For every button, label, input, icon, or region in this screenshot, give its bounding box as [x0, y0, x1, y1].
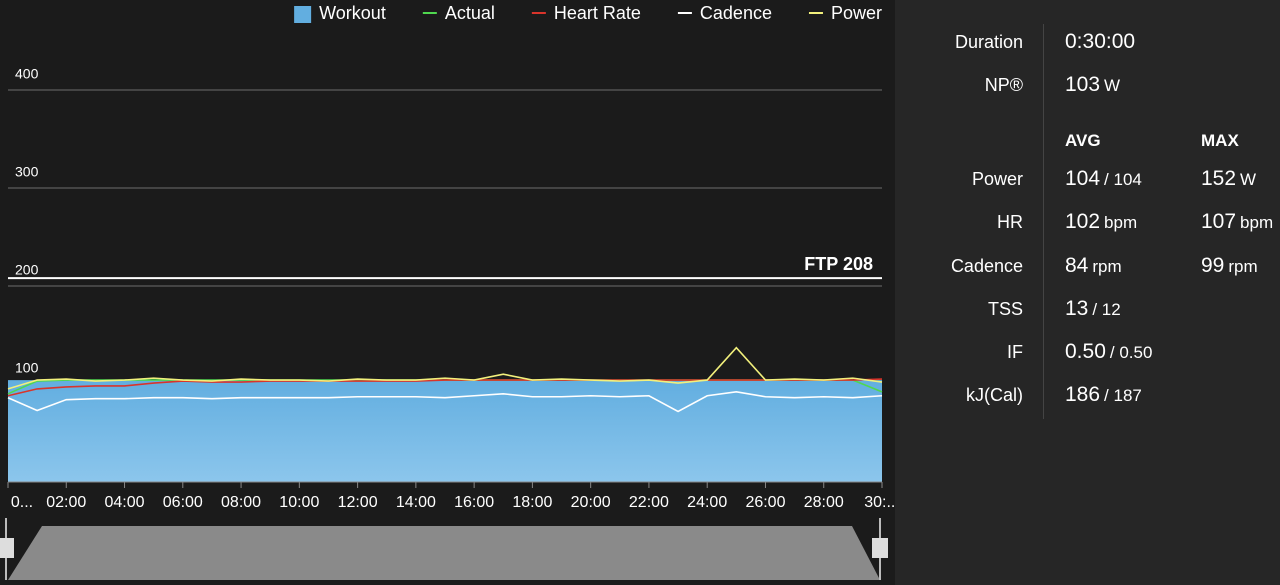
unit: rpm [1092, 257, 1122, 276]
x-tick-label: 30:... [864, 494, 895, 511]
value: 152 [1201, 167, 1237, 190]
ftp-label: FTP 208 [804, 254, 873, 274]
x-tick-label: 24:00 [687, 494, 727, 511]
legend-label: Power [831, 3, 882, 23]
stat-value: 102 bpm [1065, 210, 1137, 234]
plot: FTP 208 [7, 89, 883, 488]
stat-value: 152 W [1201, 167, 1256, 191]
value: 13 [1065, 297, 1089, 320]
stat-label: Duration [954, 32, 1023, 52]
series-line [7, 391, 883, 413]
stat-label: TSS [987, 299, 1023, 319]
stat-label: IF [1007, 342, 1023, 362]
stat-label: HR [997, 212, 1023, 232]
unit: / 0.50 [1109, 343, 1153, 362]
x-tick-label: 02:00 [46, 494, 86, 511]
value: 107 [1201, 210, 1237, 233]
y-tick-label: 300 [15, 164, 39, 180]
scrub-handle[interactable] [872, 538, 888, 558]
x-tick-label: 16:00 [454, 494, 494, 511]
value: 102 [1065, 210, 1101, 233]
stat-label: NP® [984, 75, 1023, 95]
series-line [7, 378, 883, 397]
unit: / 104 [1104, 170, 1142, 189]
divider [1043, 24, 1044, 419]
legend-swatch [294, 6, 312, 23]
value: 99 [1201, 254, 1225, 277]
stat-value: 186/ 187 [1065, 383, 1142, 407]
y-tick-label: 100 [15, 360, 39, 376]
value: 84 [1065, 254, 1089, 277]
y-tick-label: 400 [15, 66, 39, 82]
series-line [7, 346, 883, 390]
stat-value: 104/ 104 [1065, 167, 1142, 191]
legend-label: Workout [319, 3, 386, 23]
y-tick-label: 200 [15, 262, 39, 278]
value: 0:30:00 [1065, 30, 1136, 53]
stat-label: kJ(Cal) [966, 385, 1023, 405]
stat-label: Power [971, 169, 1023, 189]
legend-label: Heart Rate [554, 3, 641, 23]
column-header: AVG [1065, 131, 1101, 150]
x-tick-label: 14:00 [396, 494, 436, 511]
unit: / 187 [1104, 386, 1142, 405]
x-tick-label: 10:00 [279, 494, 319, 511]
unit: bpm [1104, 213, 1138, 232]
legend-label: Actual [445, 3, 495, 23]
value: 103 [1065, 73, 1101, 96]
unit: rpm [1228, 257, 1258, 276]
stat-value: 103 W [1065, 73, 1120, 97]
summary-panel: Duration 0:30:00 NP® 103 W AVG MAX Power 104/ 10… [895, 0, 1280, 585]
x-tick-label: 0... [11, 494, 33, 511]
x-tick-label: 26:00 [745, 494, 785, 511]
unit: / 12 [1092, 300, 1121, 319]
unit: W [1104, 76, 1121, 95]
column-header: MAX [1201, 131, 1239, 150]
stat-value: 13/ 12 [1065, 297, 1121, 321]
x-tick-label: 22:00 [629, 494, 669, 511]
x-tick-label: 18:00 [512, 494, 552, 511]
workout-area [8, 380, 882, 482]
chart: FTP 208 100 200 300 400 0... 02:00 04:00 06:00 0… [0, 0, 895, 585]
unit: W [1240, 170, 1257, 189]
legend-label: Cadence [700, 3, 772, 23]
range-scrubber[interactable] [8, 526, 880, 580]
x-tick-label: 04:00 [105, 494, 145, 511]
value: 186 [1065, 383, 1101, 406]
x-tick-label: 06:00 [163, 494, 203, 511]
stat-value: 84 rpm [1065, 254, 1122, 278]
x-tick-label: 20:00 [571, 494, 611, 511]
scrub-handle[interactable] [0, 538, 14, 558]
stat-value: 99 rpm [1201, 254, 1258, 278]
x-tick-label: 08:00 [221, 494, 261, 511]
value: 104 [1065, 167, 1101, 190]
unit: bpm [1240, 213, 1274, 232]
stat-label: Cadence [950, 256, 1023, 276]
stat-value: 0.50/ 0.50 [1065, 340, 1152, 364]
stat-value: 0:30:00 [1065, 30, 1135, 54]
x-tick-label: 12:00 [338, 494, 378, 511]
stat-value: 107 bpm [1201, 210, 1273, 234]
x-tick-label: 28:00 [804, 494, 844, 511]
value: 0.50 [1065, 340, 1106, 363]
